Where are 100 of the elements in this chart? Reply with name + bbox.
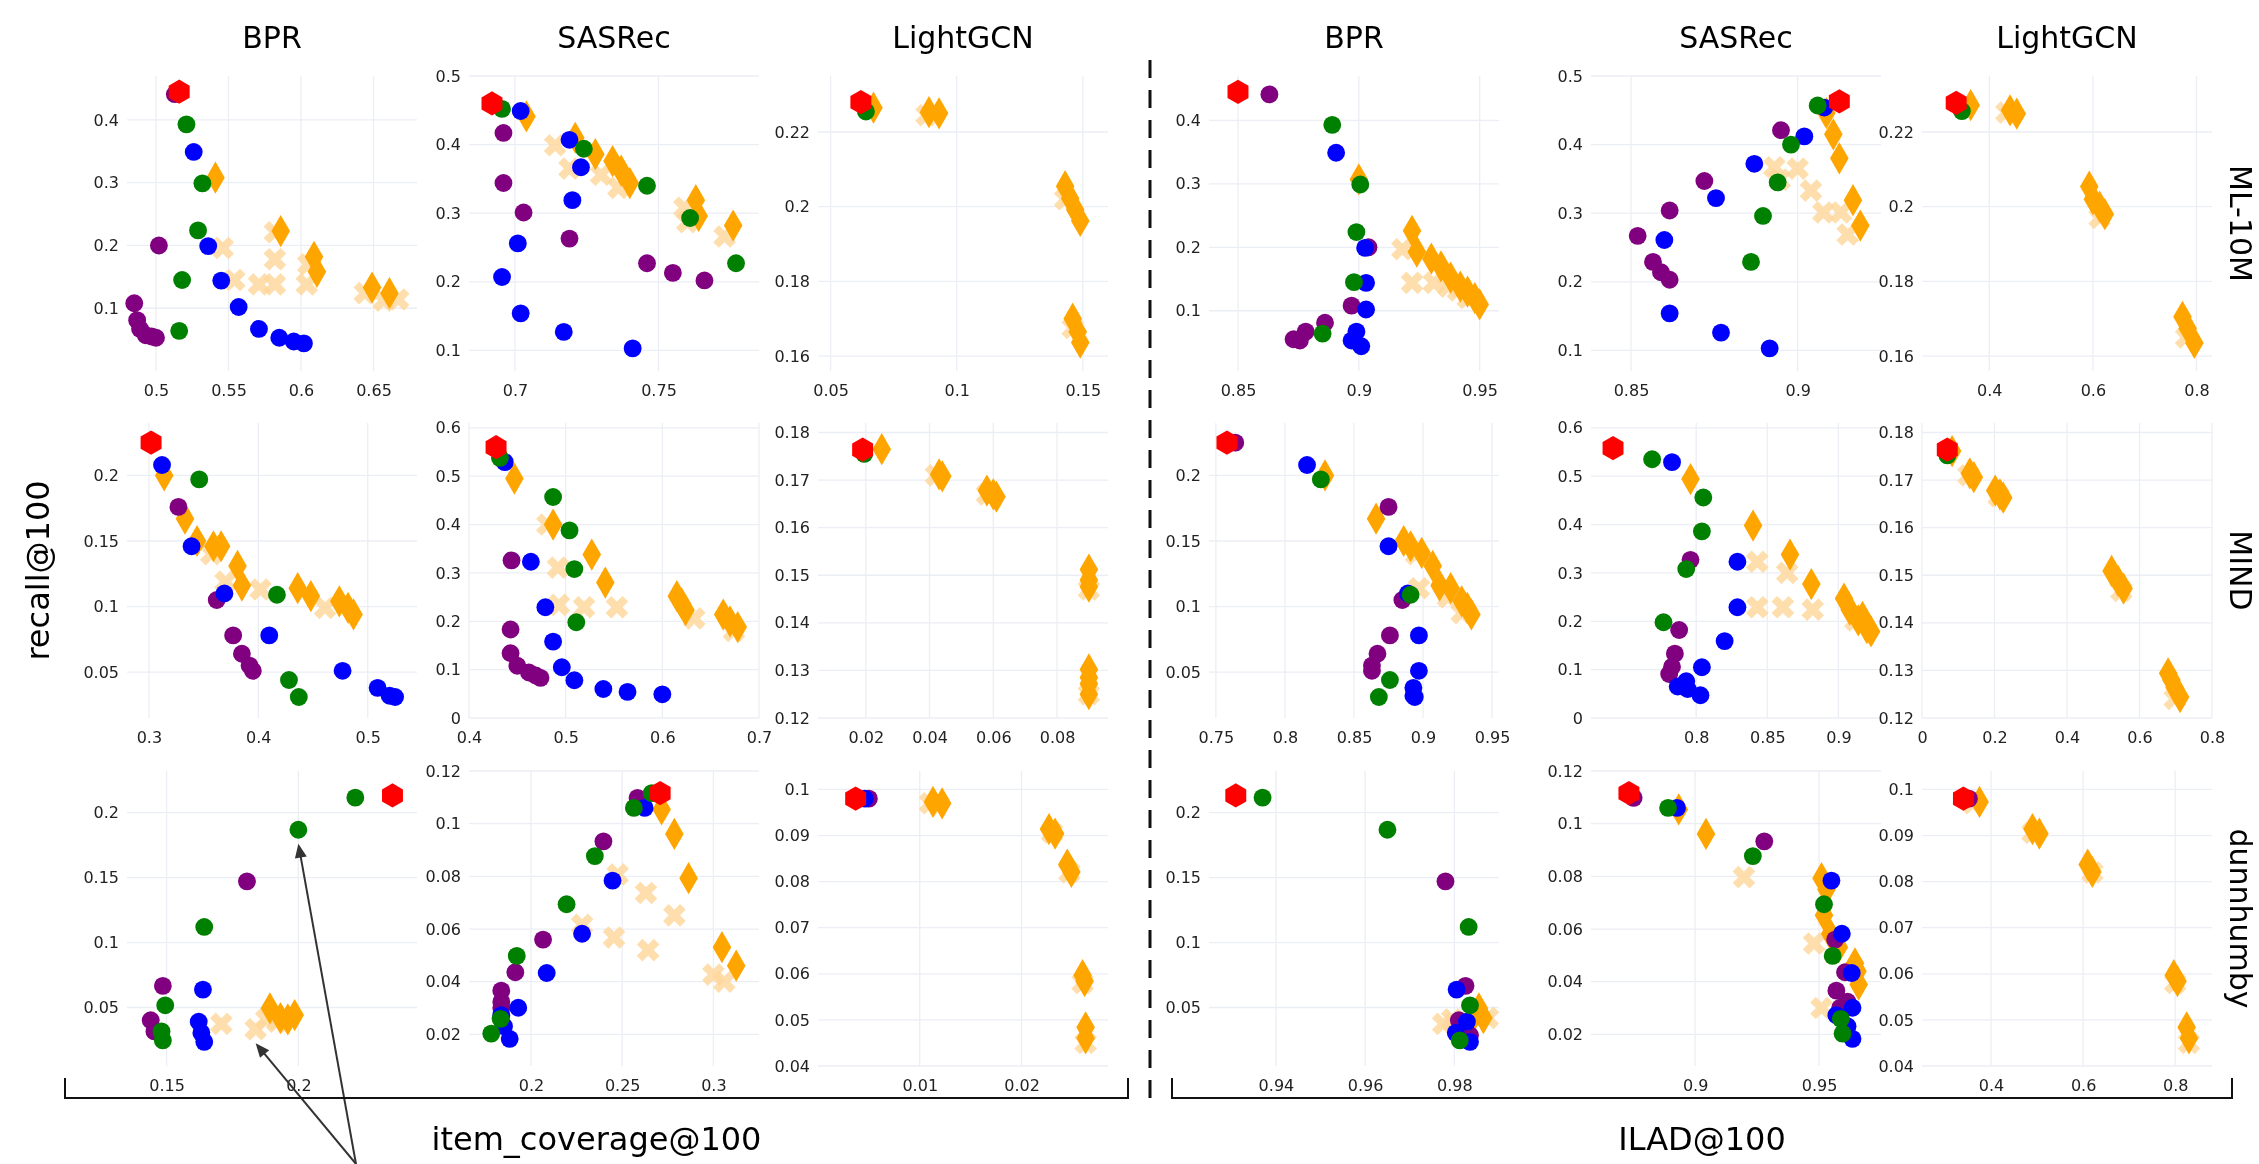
y-tick-label: 0.4 (93, 110, 119, 130)
y-tick-label: 0.14 (774, 613, 810, 633)
y-tick-label: 0.18 (774, 423, 810, 443)
y-tick-label: 0.15 (1165, 868, 1201, 888)
y-tick-label: 0.4 (435, 515, 461, 535)
x-tick-label: 0.08 (1039, 728, 1076, 748)
y-tick-label: 0.6 (1557, 418, 1583, 438)
y-tick-label: 0.15 (774, 565, 810, 585)
chart-title: SASRec (557, 20, 671, 55)
y-tick-label: 0.1 (1175, 301, 1201, 321)
x-tick-label: 0.6 (288, 381, 315, 401)
x-tick-label: 0.9 (1785, 381, 1811, 401)
y-tick-label: 0.07 (1878, 918, 1914, 938)
y-tick-label: 0.06 (425, 919, 461, 939)
y-tick-label: 0.15 (1165, 531, 1201, 551)
y-tick-label: 0.3 (1175, 174, 1201, 194)
y-tick-label: 0.17 (1878, 470, 1914, 490)
y-tick-label: 0.08 (774, 872, 810, 892)
y-tick-label: 0.04 (1547, 972, 1583, 992)
y-tick-label: 0.2 (1175, 803, 1201, 823)
x-tick-label: 0.6 (2070, 1076, 2097, 1096)
y-tick-label: 0.4 (1557, 515, 1583, 535)
x-tick-label: 0.04 (912, 728, 948, 748)
y-tick-label: 0.18 (1878, 423, 1914, 443)
x-tick-label: 0.96 (1347, 1076, 1384, 1096)
y-tick-label: 0.2 (93, 236, 119, 256)
x-tick-label: 0 (1917, 728, 1928, 748)
y-tick-label: 0.5 (1557, 66, 1583, 86)
x-tick-label: 0.85 (1220, 381, 1257, 401)
y-tick-label: 0.06 (1547, 919, 1583, 939)
x-tick-label: 0.4 (2054, 728, 2081, 748)
x-tick-label: 0.55 (211, 381, 247, 401)
x-tick-label: 0.3 (136, 728, 163, 748)
x-tick-label: 0.01 (902, 1076, 939, 1096)
y-tick-label: 0.15 (1878, 565, 1914, 585)
y-tick-label: 0.2 (93, 466, 119, 486)
y-tick-label: 0.17 (774, 470, 810, 490)
x-tick-label: 0.6 (2080, 381, 2107, 401)
chart-title: BPR (1324, 20, 1384, 55)
y-tick-label: 0.09 (774, 826, 810, 846)
x-tick-label: 0.85 (1749, 728, 1786, 748)
x-tick-label: 0.9 (1826, 728, 1852, 748)
y2-axis-title: dunnhumby (2222, 828, 2258, 1009)
y-tick-label: 0.04 (1878, 1056, 1914, 1076)
x-tick-label: 0.05 (813, 381, 849, 401)
y-tick-label: 0.02 (1547, 1025, 1583, 1045)
y-tick-label: 0.4 (435, 135, 461, 155)
y-tick-label: 0.4 (1175, 111, 1201, 131)
x-tick-label: 0.4 (246, 728, 272, 748)
y-tick-label: 0.1 (1557, 341, 1583, 361)
y-tick-label: 0.12 (1878, 708, 1914, 728)
y-tick-label: 0.2 (784, 197, 810, 217)
x-tick-label: 0.65 (356, 381, 392, 401)
x-tick-label: 0.4 (1977, 381, 2003, 401)
y-tick-label: 0.3 (93, 173, 119, 193)
chart-title: BPR (242, 20, 302, 55)
x-tick-label: 0.02 (848, 728, 885, 748)
y-tick-label: 0.2 (1175, 466, 1201, 486)
y-tick-label: 0.1 (1175, 597, 1201, 617)
x-tick-label: 0.7 (746, 728, 773, 748)
y-tick-label: 0.3 (435, 203, 461, 223)
x-tick-label: 0.5 (143, 381, 170, 401)
x-tick-label: 0.4 (456, 728, 483, 748)
x-tick-label: 0.85 (1613, 381, 1650, 401)
y-tick-label: 0.16 (774, 346, 810, 366)
y-axis-title: recall@100 (19, 480, 57, 661)
y-tick-label: 0.12 (425, 761, 461, 781)
y-tick-label: 0.15 (83, 868, 119, 888)
chart-title: SASRec (1679, 20, 1793, 55)
y-tick-label: 0.13 (774, 661, 810, 681)
y-tick-label: 0.2 (1888, 197, 1914, 217)
y-tick-label: 0.1 (1557, 814, 1583, 834)
x-tick-label: 0.85 (1336, 728, 1373, 748)
y-tick-label: 0.08 (1878, 872, 1914, 892)
x-tick-label: 0.8 (1272, 728, 1299, 748)
x-tick-label: 0.6 (2127, 728, 2153, 748)
y-tick-label: 0.1 (93, 597, 119, 617)
x-tick-label: 0.8 (2184, 381, 2210, 401)
y-tick-label: 0.07 (774, 918, 810, 938)
y-tick-label: 0.5 (435, 66, 461, 86)
y-tick-label: 0.2 (1175, 237, 1201, 257)
y-tick-label: 0.18 (774, 272, 810, 291)
x-tick-label: 0.75 (1198, 728, 1235, 748)
y-tick-label: 0.06 (1878, 964, 1914, 984)
y-tick-label: 0.4 (1557, 135, 1583, 155)
x-tick-label: 0.02 (1004, 1076, 1040, 1096)
y-tick-label: 0.1 (93, 298, 119, 318)
y-tick-label: 0.1 (435, 341, 461, 361)
y-tick-label: 0.09 (1878, 826, 1914, 846)
y-tick-label: 0.2 (1557, 611, 1583, 631)
y-tick-label: 0.3 (1557, 563, 1583, 583)
y-tick-label: 0.1 (93, 933, 119, 953)
y-tick-label: 0.06 (774, 964, 810, 984)
x-tick-label: 0.5 (553, 728, 579, 748)
x-tick-label: 0.15 (149, 1076, 185, 1096)
x-axis-title: item_coverage@100 (431, 1120, 762, 1158)
x-tick-label: 0.94 (1258, 1076, 1295, 1096)
y-tick-label: 0.22 (774, 122, 810, 142)
x-tick-label: 0.1 (944, 381, 970, 401)
x-tick-label: 0.8 (2162, 1076, 2189, 1096)
